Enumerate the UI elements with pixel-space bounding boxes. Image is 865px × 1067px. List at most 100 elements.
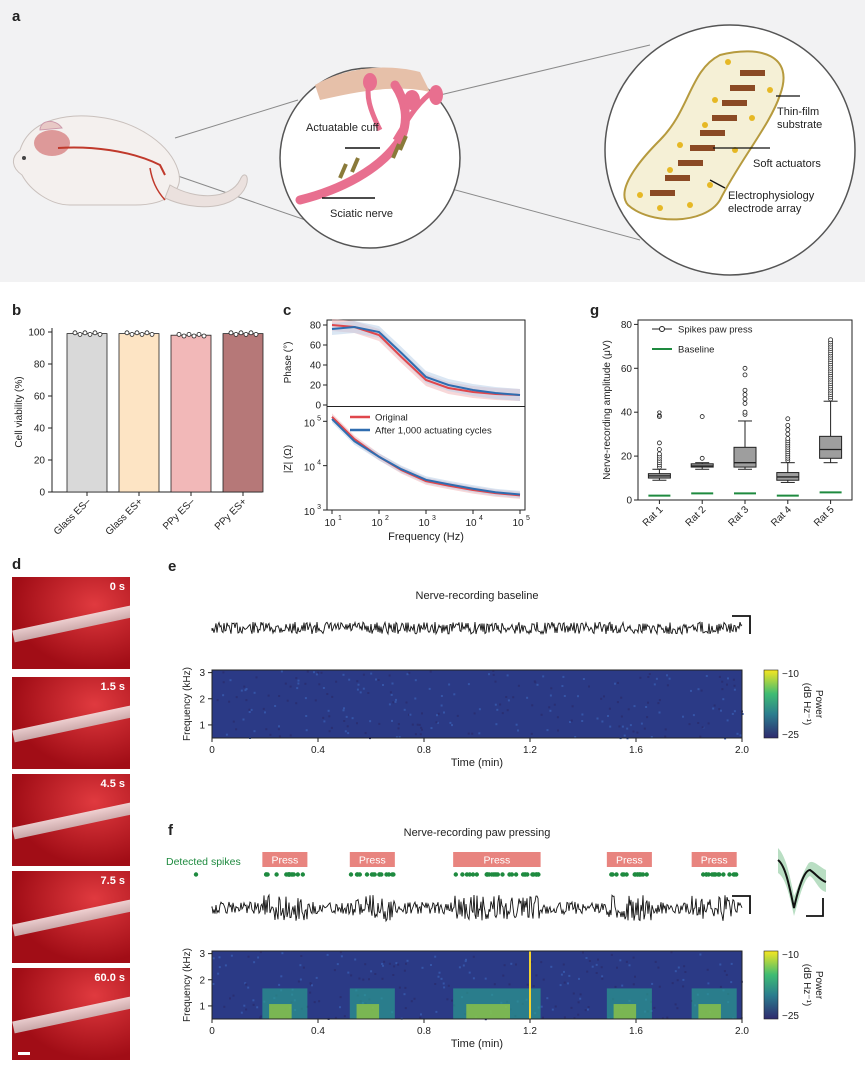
waveform-scale-bar bbox=[806, 898, 824, 917]
confidence-band bbox=[332, 319, 520, 401]
y-tick-label: 10 bbox=[304, 418, 316, 429]
spectrogram-noise bbox=[458, 966, 461, 969]
spectrogram-noise bbox=[653, 683, 656, 686]
spectrogram-noise bbox=[344, 730, 347, 733]
spectrogram-noise bbox=[721, 688, 724, 691]
spectrogram-noise bbox=[597, 958, 599, 961]
spectrogram-noise bbox=[632, 730, 635, 733]
spectrogram-noise bbox=[356, 722, 358, 725]
spectrogram-noise bbox=[560, 973, 563, 976]
spike-dot bbox=[495, 872, 500, 877]
spectrogram-noise bbox=[398, 986, 401, 989]
spectrogram-noise bbox=[535, 974, 538, 977]
spectrogram-noise bbox=[435, 721, 438, 724]
spectrogram-noise bbox=[318, 1000, 321, 1003]
spectrogram-noise bbox=[733, 710, 736, 713]
x-tick-label: Rat 3 bbox=[726, 504, 751, 529]
spectrogram-noise bbox=[317, 671, 320, 674]
spike-dot bbox=[300, 872, 305, 877]
device-strip bbox=[12, 703, 130, 743]
series-line bbox=[331, 418, 521, 496]
y-tick-label: 100 bbox=[28, 328, 45, 339]
spectrogram-noise bbox=[707, 982, 710, 985]
spectrogram-noise bbox=[719, 963, 722, 966]
trace-scale-bar bbox=[732, 895, 751, 914]
colorbar-tick-label: −25 bbox=[782, 730, 799, 741]
spectrogram-noise bbox=[218, 956, 221, 959]
spectrogram-noise bbox=[654, 960, 657, 963]
chart-title: Nerve-recording baseline bbox=[416, 590, 539, 602]
spectrogram-noise bbox=[462, 964, 465, 967]
spectrogram-noise bbox=[230, 954, 233, 957]
outlier-label: 8 bbox=[657, 410, 663, 421]
spectrogram-noise bbox=[501, 712, 504, 715]
spectrogram-noise bbox=[440, 977, 443, 980]
outlier bbox=[742, 396, 748, 402]
scale-bar bbox=[18, 1052, 30, 1055]
chart-b-cell-viability: 0 20 40 60 80 100 Cell viability (%) Glass ES– G… bbox=[14, 328, 264, 538]
spectrogram-noise bbox=[632, 956, 635, 959]
spike-dot bbox=[193, 872, 199, 877]
colorbar-title: Power bbox=[813, 971, 824, 1000]
chart-f-paw-pressing: Nerve-recording paw pressing 1 2 3 Frequency… bbox=[166, 827, 827, 1050]
spectrogram-noise bbox=[306, 670, 309, 673]
spectrogram-noise bbox=[488, 673, 490, 676]
spectrogram-noise bbox=[582, 678, 585, 680]
press-label: Press bbox=[271, 855, 298, 867]
spectrogram-noise bbox=[723, 970, 726, 973]
spectrogram-noise bbox=[243, 685, 246, 688]
spectrogram-noise bbox=[242, 718, 245, 721]
spectrogram-noise bbox=[549, 694, 552, 697]
spectrogram-noise bbox=[467, 683, 470, 686]
trace-scale-bar bbox=[732, 615, 751, 634]
spectrogram-noise bbox=[531, 704, 534, 707]
spectrogram-noise bbox=[252, 1003, 255, 1006]
spectrogram-noise bbox=[596, 717, 599, 720]
spectrogram-noise bbox=[311, 984, 313, 987]
spectrogram-noise bbox=[274, 705, 277, 707]
spectrogram-noise bbox=[451, 724, 453, 727]
spectrogram-noise bbox=[534, 681, 537, 684]
spectrogram-noise bbox=[570, 1006, 573, 1009]
spectrogram-noise bbox=[554, 1005, 557, 1008]
spectrogram-noise bbox=[584, 1009, 587, 1012]
data-point bbox=[228, 330, 234, 336]
spectrogram-noise bbox=[370, 970, 373, 973]
spectrogram-noise bbox=[526, 696, 529, 699]
spectrogram-noise bbox=[478, 732, 481, 735]
spectrogram-noise bbox=[222, 671, 225, 674]
spectrogram-noise bbox=[562, 675, 565, 678]
spectrogram-noise bbox=[540, 961, 543, 964]
spectrogram-noise bbox=[435, 1010, 438, 1013]
spectrogram-noise bbox=[713, 704, 716, 707]
spectrogram-noise bbox=[472, 977, 475, 980]
spectrogram-noise bbox=[532, 985, 535, 987]
device-strip bbox=[12, 603, 130, 643]
spectrogram-noise bbox=[495, 723, 498, 726]
spectrogram-noise bbox=[314, 699, 317, 702]
spectrogram-noise bbox=[259, 1016, 262, 1019]
waveform-mean bbox=[777, 859, 827, 909]
data-point bbox=[149, 332, 155, 337]
spectrogram-noise bbox=[561, 685, 564, 687]
y-tick-exponent: 3 bbox=[317, 504, 321, 511]
spectrogram-noise bbox=[614, 985, 617, 988]
spectrogram-noise bbox=[559, 984, 562, 987]
spectrogram-noise bbox=[351, 717, 354, 720]
spectrogram-noise bbox=[464, 960, 467, 963]
spike-dot bbox=[274, 872, 279, 877]
spectrogram-noise bbox=[245, 699, 248, 702]
spectrogram-noise bbox=[302, 966, 305, 969]
spectrogram-noise bbox=[370, 672, 373, 675]
data-point bbox=[82, 330, 88, 336]
spectrogram-noise bbox=[405, 962, 407, 965]
spectrogram-noise bbox=[540, 713, 543, 716]
spectrogram-noise bbox=[530, 732, 533, 735]
spectrogram-noise bbox=[224, 964, 227, 967]
spectrogram-noise bbox=[472, 955, 475, 958]
outlier bbox=[785, 427, 791, 433]
spectrogram-noise bbox=[568, 974, 571, 977]
y-axis-title-phase: Phase (°) bbox=[283, 342, 294, 384]
photo-frame: 0 s bbox=[12, 577, 130, 669]
spectrogram-noise bbox=[346, 725, 349, 728]
